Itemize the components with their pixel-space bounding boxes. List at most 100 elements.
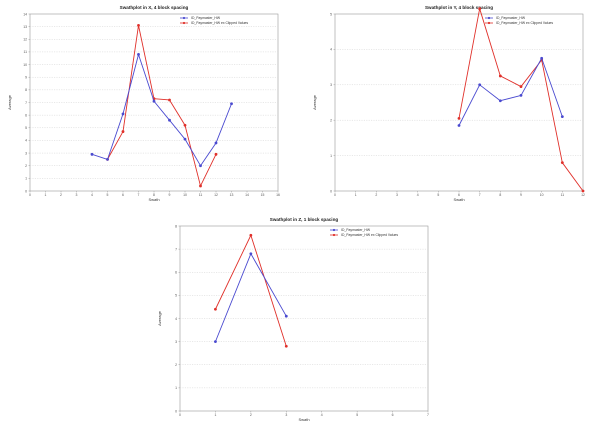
- data-point: [457, 124, 461, 127]
- y-tick-label: 3: [25, 151, 27, 155]
- y-tick-label: 6: [175, 271, 177, 275]
- swathplot-x-chart: Swathplot in X, 4 block spacing012345678…: [7, 5, 280, 202]
- data-point: [249, 233, 253, 237]
- x-tick-label: 6: [122, 193, 124, 197]
- data-point: [214, 152, 218, 156]
- data-point: [214, 141, 218, 145]
- data-point: [581, 189, 585, 193]
- legend-marker: [182, 21, 186, 25]
- x-tick-label: 11: [199, 193, 203, 197]
- chart-title: Swathplot in X, 4 block spacing: [120, 5, 189, 10]
- y-tick-label: 0: [175, 409, 177, 413]
- data-point: [540, 56, 544, 60]
- x-tick-label: 9: [520, 193, 522, 197]
- data-point: [214, 307, 217, 311]
- x-tick-label: 14: [245, 193, 249, 197]
- x-tick-label: 3: [285, 413, 287, 417]
- data-point: [249, 252, 253, 256]
- y-tick-label: 5: [175, 294, 177, 298]
- x-tick-label: 7: [479, 193, 481, 197]
- x-tick-label: 9: [169, 193, 171, 197]
- x-tick-label: 2: [250, 413, 252, 417]
- x-tick-label: 5: [107, 193, 109, 197]
- y-tick-label: 0: [330, 189, 332, 193]
- data-point: [560, 115, 564, 119]
- data-point: [457, 117, 461, 120]
- x-tick-label: 11: [561, 193, 565, 197]
- x-tick-label: 8: [153, 193, 155, 197]
- data-point: [230, 102, 233, 106]
- y-tick-label: 2: [25, 164, 27, 168]
- x-axis-label: Swath: [148, 197, 159, 202]
- y-tick-label: 1: [175, 386, 177, 390]
- y-tick-label: 2: [175, 363, 177, 367]
- data-point: [183, 123, 187, 127]
- data-point: [121, 112, 125, 116]
- swathplot-x-panel: Swathplot in X, 4 block spacing 0 1 2 3 4 5 6 7 8…: [0, 0, 290, 205]
- x-tick-label: 1: [45, 193, 47, 197]
- x-tick-label: 12: [214, 193, 218, 197]
- chart-title: Swathplot in Z, 1 block spacing: [270, 217, 339, 222]
- x-axis-label: Swath: [453, 197, 464, 202]
- x-tick-label: 2: [375, 193, 377, 197]
- legend-marker: [332, 233, 336, 237]
- legend-entry: ID_Paymaster_HW: [341, 228, 371, 232]
- data-point: [284, 314, 288, 318]
- y-tick-label: 2: [330, 119, 332, 123]
- legend-marker: [332, 228, 336, 232]
- x-tick-label: 5: [437, 193, 439, 197]
- swathplot-z-chart: Swathplot in Z, 1 block spacing 0 1 2 3 4 5 6 7 8…: [157, 217, 429, 422]
- y-tick-label: 14: [23, 12, 27, 16]
- x-tick-label: 0: [179, 413, 181, 417]
- x-tick-label: 7: [427, 413, 429, 417]
- data-point: [519, 85, 523, 88]
- y-axis-label: Average: [7, 94, 12, 110]
- swathplot-y-panel: Swathplot in Y, 4 block spacing 0 1 2 3 4 5 0 1 2…: [305, 0, 595, 205]
- y-tick-label: 4: [330, 48, 332, 52]
- y-tick-label: 8: [175, 224, 177, 228]
- y-tick-label: 10: [23, 63, 27, 67]
- series-line: [107, 24, 217, 187]
- y-tick-label: 7: [25, 101, 27, 105]
- x-tick-label: 13: [230, 193, 234, 197]
- data-point: [199, 184, 202, 188]
- data-point: [560, 161, 564, 165]
- legend-entry: ID_Paymaster_HW ex Clipped Values: [496, 21, 553, 25]
- y-tick-label: 13: [23, 25, 27, 29]
- x-tick-label: 2: [60, 193, 62, 197]
- x-tick-label: 3: [396, 193, 398, 197]
- data-point: [152, 99, 156, 103]
- y-tick-label: 6: [25, 113, 27, 117]
- data-point: [137, 23, 140, 27]
- data-point: [498, 99, 502, 103]
- data-point: [478, 83, 482, 87]
- legend-marker: [487, 16, 491, 20]
- x-tick-label: 10: [540, 193, 544, 197]
- x-tick-label: 5: [356, 413, 358, 417]
- data-point: [284, 344, 288, 348]
- data-point: [519, 94, 523, 97]
- data-point: [90, 152, 94, 156]
- x-tick-label: 4: [91, 193, 93, 197]
- legend-marker: [487, 21, 491, 25]
- y-tick-label: 4: [175, 317, 177, 321]
- x-tick-label: 0: [29, 193, 31, 197]
- x-tick-label: 16: [276, 193, 280, 197]
- x-tick-label: 6: [392, 413, 394, 417]
- y-tick-label: 1: [25, 177, 27, 181]
- data-point: [121, 130, 125, 133]
- legend-entry: ID_Paymaster_HW: [191, 16, 221, 20]
- series-line: [91, 54, 232, 167]
- y-axis-label: Average: [312, 94, 317, 110]
- y-tick-label: 5: [25, 126, 27, 130]
- y-tick-label: 9: [25, 76, 27, 80]
- data-point: [199, 164, 202, 168]
- data-point: [168, 118, 171, 122]
- swathplot-z-panel: Swathplot in Z, 1 block spacing 0 1 2 3 4 5 6 7 8…: [150, 212, 440, 425]
- x-tick-label: 0: [334, 193, 336, 197]
- y-tick-label: 0: [25, 189, 27, 193]
- y-tick-label: 3: [175, 340, 177, 344]
- x-tick-label: 12: [581, 193, 585, 197]
- chart-title: Swathplot in Y, 4 block spacing: [425, 5, 493, 10]
